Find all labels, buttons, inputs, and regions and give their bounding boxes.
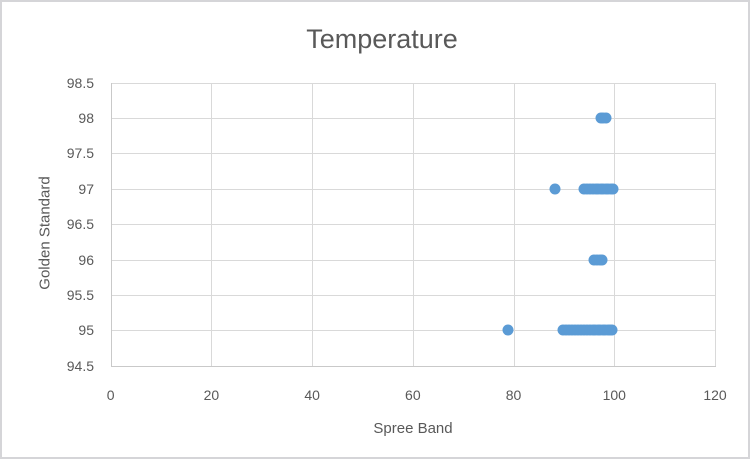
v-gridline (211, 82, 213, 366)
v-gridline (513, 82, 515, 366)
y-tick-label: 97 (78, 180, 94, 197)
h-gridline (111, 153, 716, 155)
x-tick-label: 120 (703, 387, 727, 403)
chart-title: Temperature (306, 24, 458, 54)
x-tick-label: 0 (106, 387, 115, 403)
v-gridline (714, 82, 716, 366)
h-gridline (111, 224, 716, 226)
y-tick-label: 96 (78, 251, 94, 268)
data-point (607, 183, 619, 195)
y-tick-label: 95.5 (66, 286, 94, 303)
h-gridline (111, 294, 716, 296)
v-gridline (412, 82, 414, 366)
data-point (502, 324, 514, 336)
y-tick-label: 96.5 (66, 216, 94, 233)
v-gridline (614, 82, 616, 366)
x-tick-label: 20 (203, 387, 220, 403)
h-gridline (111, 82, 716, 84)
data-point (606, 324, 618, 336)
data-point (549, 183, 561, 195)
y-tick-label: 98.5 (66, 74, 94, 91)
plot-area (110, 82, 716, 367)
data-point (600, 112, 612, 124)
x-tick-label: 100 (602, 387, 626, 403)
data-point (596, 254, 608, 266)
x-axis-title: Spree Band (373, 420, 453, 437)
v-gridline (312, 82, 314, 366)
h-gridline (111, 118, 716, 120)
h-gridline (111, 330, 716, 332)
y-tick-label: 95 (78, 322, 94, 339)
y-tick-label: 97.5 (66, 145, 94, 162)
h-gridline (111, 188, 716, 190)
h-gridline (111, 259, 716, 261)
y-tick-label: 94.5 (66, 357, 94, 374)
y-tick-label: 98 (78, 110, 94, 127)
x-tick-label: 80 (505, 387, 522, 403)
x-tick-label: 40 (304, 387, 320, 403)
x-tick-label: 60 (405, 387, 421, 403)
